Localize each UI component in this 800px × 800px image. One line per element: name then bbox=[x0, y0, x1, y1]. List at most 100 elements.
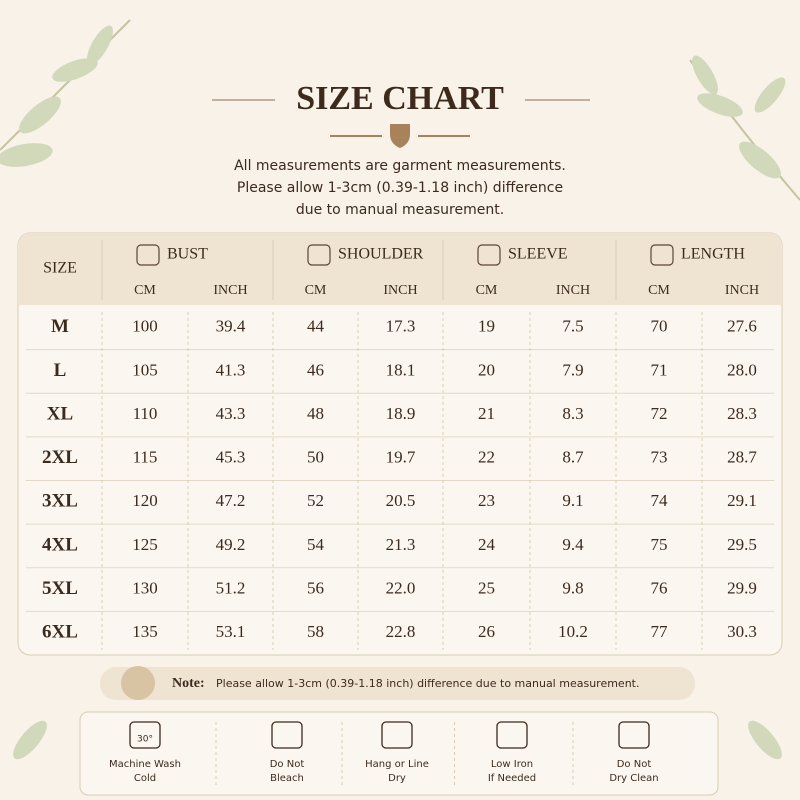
cell: 9.1 bbox=[562, 491, 583, 510]
cell: 75 bbox=[651, 535, 668, 554]
cell: 48 bbox=[307, 404, 324, 423]
care-icon bbox=[381, 721, 413, 749]
cell: 24 bbox=[478, 535, 496, 554]
care-label: Machine Wash bbox=[109, 759, 181, 770]
cell: 29.1 bbox=[727, 491, 757, 510]
cell: 17.3 bbox=[386, 317, 416, 336]
unit-header: INCH bbox=[556, 283, 590, 298]
unit-header: CM bbox=[134, 283, 156, 298]
note-bar bbox=[100, 667, 695, 700]
care-label: Dry Clean bbox=[609, 773, 658, 784]
cell: 43.3 bbox=[216, 404, 246, 423]
cell: 30.3 bbox=[727, 622, 757, 641]
unit-header: CM bbox=[648, 283, 670, 298]
cell: 18.1 bbox=[386, 360, 416, 379]
unit-header: INCH bbox=[213, 283, 247, 298]
cell: 130 bbox=[132, 578, 158, 597]
unit-header: INCH bbox=[383, 283, 417, 298]
unit-header: CM bbox=[305, 283, 327, 298]
size-cell: M bbox=[51, 316, 69, 337]
cell: 77 bbox=[651, 622, 669, 641]
size-cell: L bbox=[54, 360, 67, 381]
cell: 7.5 bbox=[562, 317, 583, 336]
crest bbox=[330, 124, 470, 148]
group-header: SHOULDER bbox=[338, 246, 424, 263]
cell: 73 bbox=[651, 448, 668, 467]
size-cell: XL bbox=[47, 403, 73, 424]
size-header: SIZE bbox=[43, 260, 77, 277]
care-label: Do Not bbox=[270, 759, 305, 770]
cell: 56 bbox=[307, 578, 324, 597]
care-label: Dry bbox=[388, 773, 406, 784]
group-icon bbox=[650, 244, 674, 266]
group-header: SLEEVE bbox=[508, 246, 568, 263]
note-label: Note: bbox=[172, 676, 205, 691]
cell: 39.4 bbox=[216, 317, 246, 336]
cell: 47.2 bbox=[216, 491, 246, 510]
cell: 52 bbox=[307, 491, 324, 510]
care-label: Do Not bbox=[617, 759, 652, 770]
size-cell: 5XL bbox=[42, 578, 78, 599]
cell: 22.8 bbox=[386, 622, 416, 641]
cell: 50 bbox=[307, 448, 324, 467]
cell: 135 bbox=[132, 622, 158, 641]
cell: 9.8 bbox=[562, 578, 583, 597]
unit-header: CM bbox=[476, 283, 498, 298]
subtitle-line: Please allow 1-3cm (0.39-1.18 inch) diff… bbox=[237, 180, 563, 196]
cell: 21.3 bbox=[386, 535, 416, 554]
cell: 7.9 bbox=[562, 360, 583, 379]
cell: 76 bbox=[651, 578, 668, 597]
size-cell: 2XL bbox=[42, 447, 78, 468]
group-icon bbox=[477, 244, 501, 266]
care-icon bbox=[129, 721, 161, 749]
subtitle-line: All measurements are garment measurement… bbox=[234, 158, 566, 174]
cell: 26 bbox=[478, 622, 495, 641]
group-icon bbox=[136, 244, 160, 266]
group-icon bbox=[307, 244, 331, 266]
care-label: Hang or Line bbox=[365, 759, 429, 770]
cell: 58 bbox=[307, 622, 324, 641]
group-header: BUST bbox=[167, 246, 208, 263]
cell: 120 bbox=[132, 491, 158, 510]
cell: 115 bbox=[133, 448, 158, 467]
leaf-decoration bbox=[0, 19, 800, 760]
cell: 74 bbox=[651, 491, 669, 510]
care-icon bbox=[496, 721, 528, 749]
care-label: If Needed bbox=[488, 773, 536, 784]
cell: 19.7 bbox=[386, 448, 416, 467]
size-cell: 4XL bbox=[42, 534, 78, 555]
cell: 20 bbox=[478, 360, 495, 379]
care-label: Cold bbox=[134, 773, 156, 784]
subtitle-line: due to manual measurement. bbox=[296, 202, 504, 218]
cell: 21 bbox=[478, 404, 495, 423]
cell: 9.4 bbox=[562, 535, 584, 554]
care-label: Low Iron bbox=[491, 759, 533, 770]
care-box bbox=[79, 711, 719, 796]
care-icon bbox=[271, 721, 303, 749]
cell: 41.3 bbox=[216, 360, 246, 379]
cell: 28.7 bbox=[727, 448, 757, 467]
title: SIZE CHART bbox=[296, 80, 504, 117]
cell: 8.7 bbox=[562, 448, 584, 467]
cell: 45.3 bbox=[216, 448, 246, 467]
cell: 8.3 bbox=[562, 404, 583, 423]
care-label: Bleach bbox=[270, 773, 304, 784]
table-header-bg bbox=[18, 233, 782, 305]
tape-icon bbox=[121, 666, 155, 700]
cell: 27.6 bbox=[727, 317, 757, 336]
cell: 25 bbox=[478, 578, 495, 597]
cell: 10.2 bbox=[558, 622, 588, 641]
cell: 49.2 bbox=[216, 535, 246, 554]
cell: 18.9 bbox=[386, 404, 416, 423]
cell: 22 bbox=[478, 448, 495, 467]
cell: 28.0 bbox=[727, 360, 757, 379]
group-header: LENGTH bbox=[681, 246, 745, 263]
size-cell: 6XL bbox=[42, 622, 78, 643]
cell: 54 bbox=[307, 535, 325, 554]
note-text: Please allow 1-3cm (0.39-1.18 inch) diff… bbox=[216, 677, 639, 690]
cell: 22.0 bbox=[386, 578, 416, 597]
cell: 29.9 bbox=[727, 578, 757, 597]
cell: 105 bbox=[132, 360, 158, 379]
cell: 44 bbox=[307, 317, 325, 336]
